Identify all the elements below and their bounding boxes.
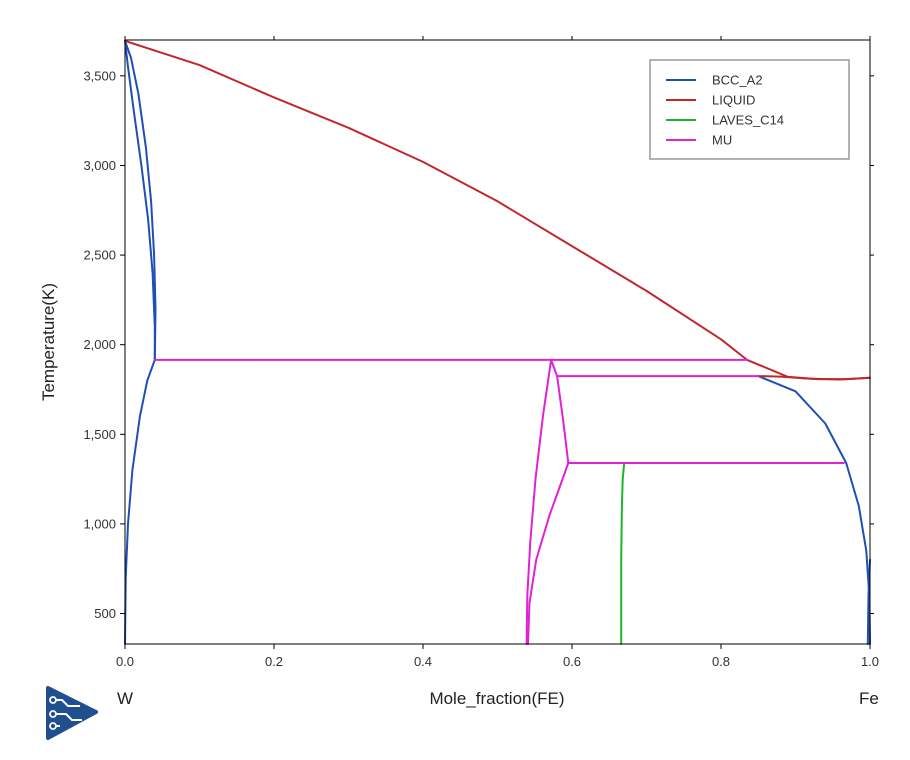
legend-label: BCC_A2 — [712, 73, 763, 88]
legend-label: LIQUID — [712, 93, 755, 108]
x-tick-label: 0.6 — [563, 654, 581, 669]
x-tick-label: 0.4 — [414, 654, 432, 669]
y-axis-title: Temperature(K) — [39, 283, 58, 401]
y-tick-label: 1,500 — [83, 427, 116, 442]
series-line-mu — [525, 358, 553, 645]
x-tick-label: 0.0 — [116, 654, 134, 669]
series-line-bcc-a2 — [124, 358, 156, 645]
plot-frame — [124, 39, 871, 645]
legend-label: MU — [712, 133, 732, 148]
x-tick-label: 0.8 — [712, 654, 730, 669]
legend-box — [649, 59, 850, 160]
app-logo-icon — [46, 686, 98, 740]
y-tick-label: 3,500 — [83, 68, 116, 83]
y-tick-label: 2,000 — [83, 337, 116, 352]
y-tick-label: 500 — [94, 606, 116, 621]
series-line-liquid — [757, 375, 871, 381]
left-end-label: W — [117, 689, 133, 708]
y-tick-label: 1,000 — [83, 516, 116, 531]
series-line-bcc-a2 — [124, 39, 157, 361]
legend: BCC_A2 LIQUID LAVES_C14 MU — [649, 59, 850, 160]
series-line-mu — [550, 358, 559, 378]
series-line-mu — [527, 462, 570, 645]
series-line-mu — [556, 375, 570, 464]
y-tick-label: 3,000 — [83, 158, 116, 173]
x-tick-label: 0.2 — [265, 654, 283, 669]
series-line-liquid — [124, 39, 749, 361]
series-line-bcc-a2 — [124, 39, 156, 361]
right-end-label: Fe — [859, 689, 879, 708]
x-axis-title: Mole_fraction(FE) — [429, 689, 564, 708]
series-line-laves-c14 — [620, 462, 626, 645]
y-tick-label: 2,500 — [83, 248, 116, 263]
x-tick-label: 1.0 — [861, 654, 879, 669]
legend-label: LAVES_C14 — [712, 113, 784, 128]
